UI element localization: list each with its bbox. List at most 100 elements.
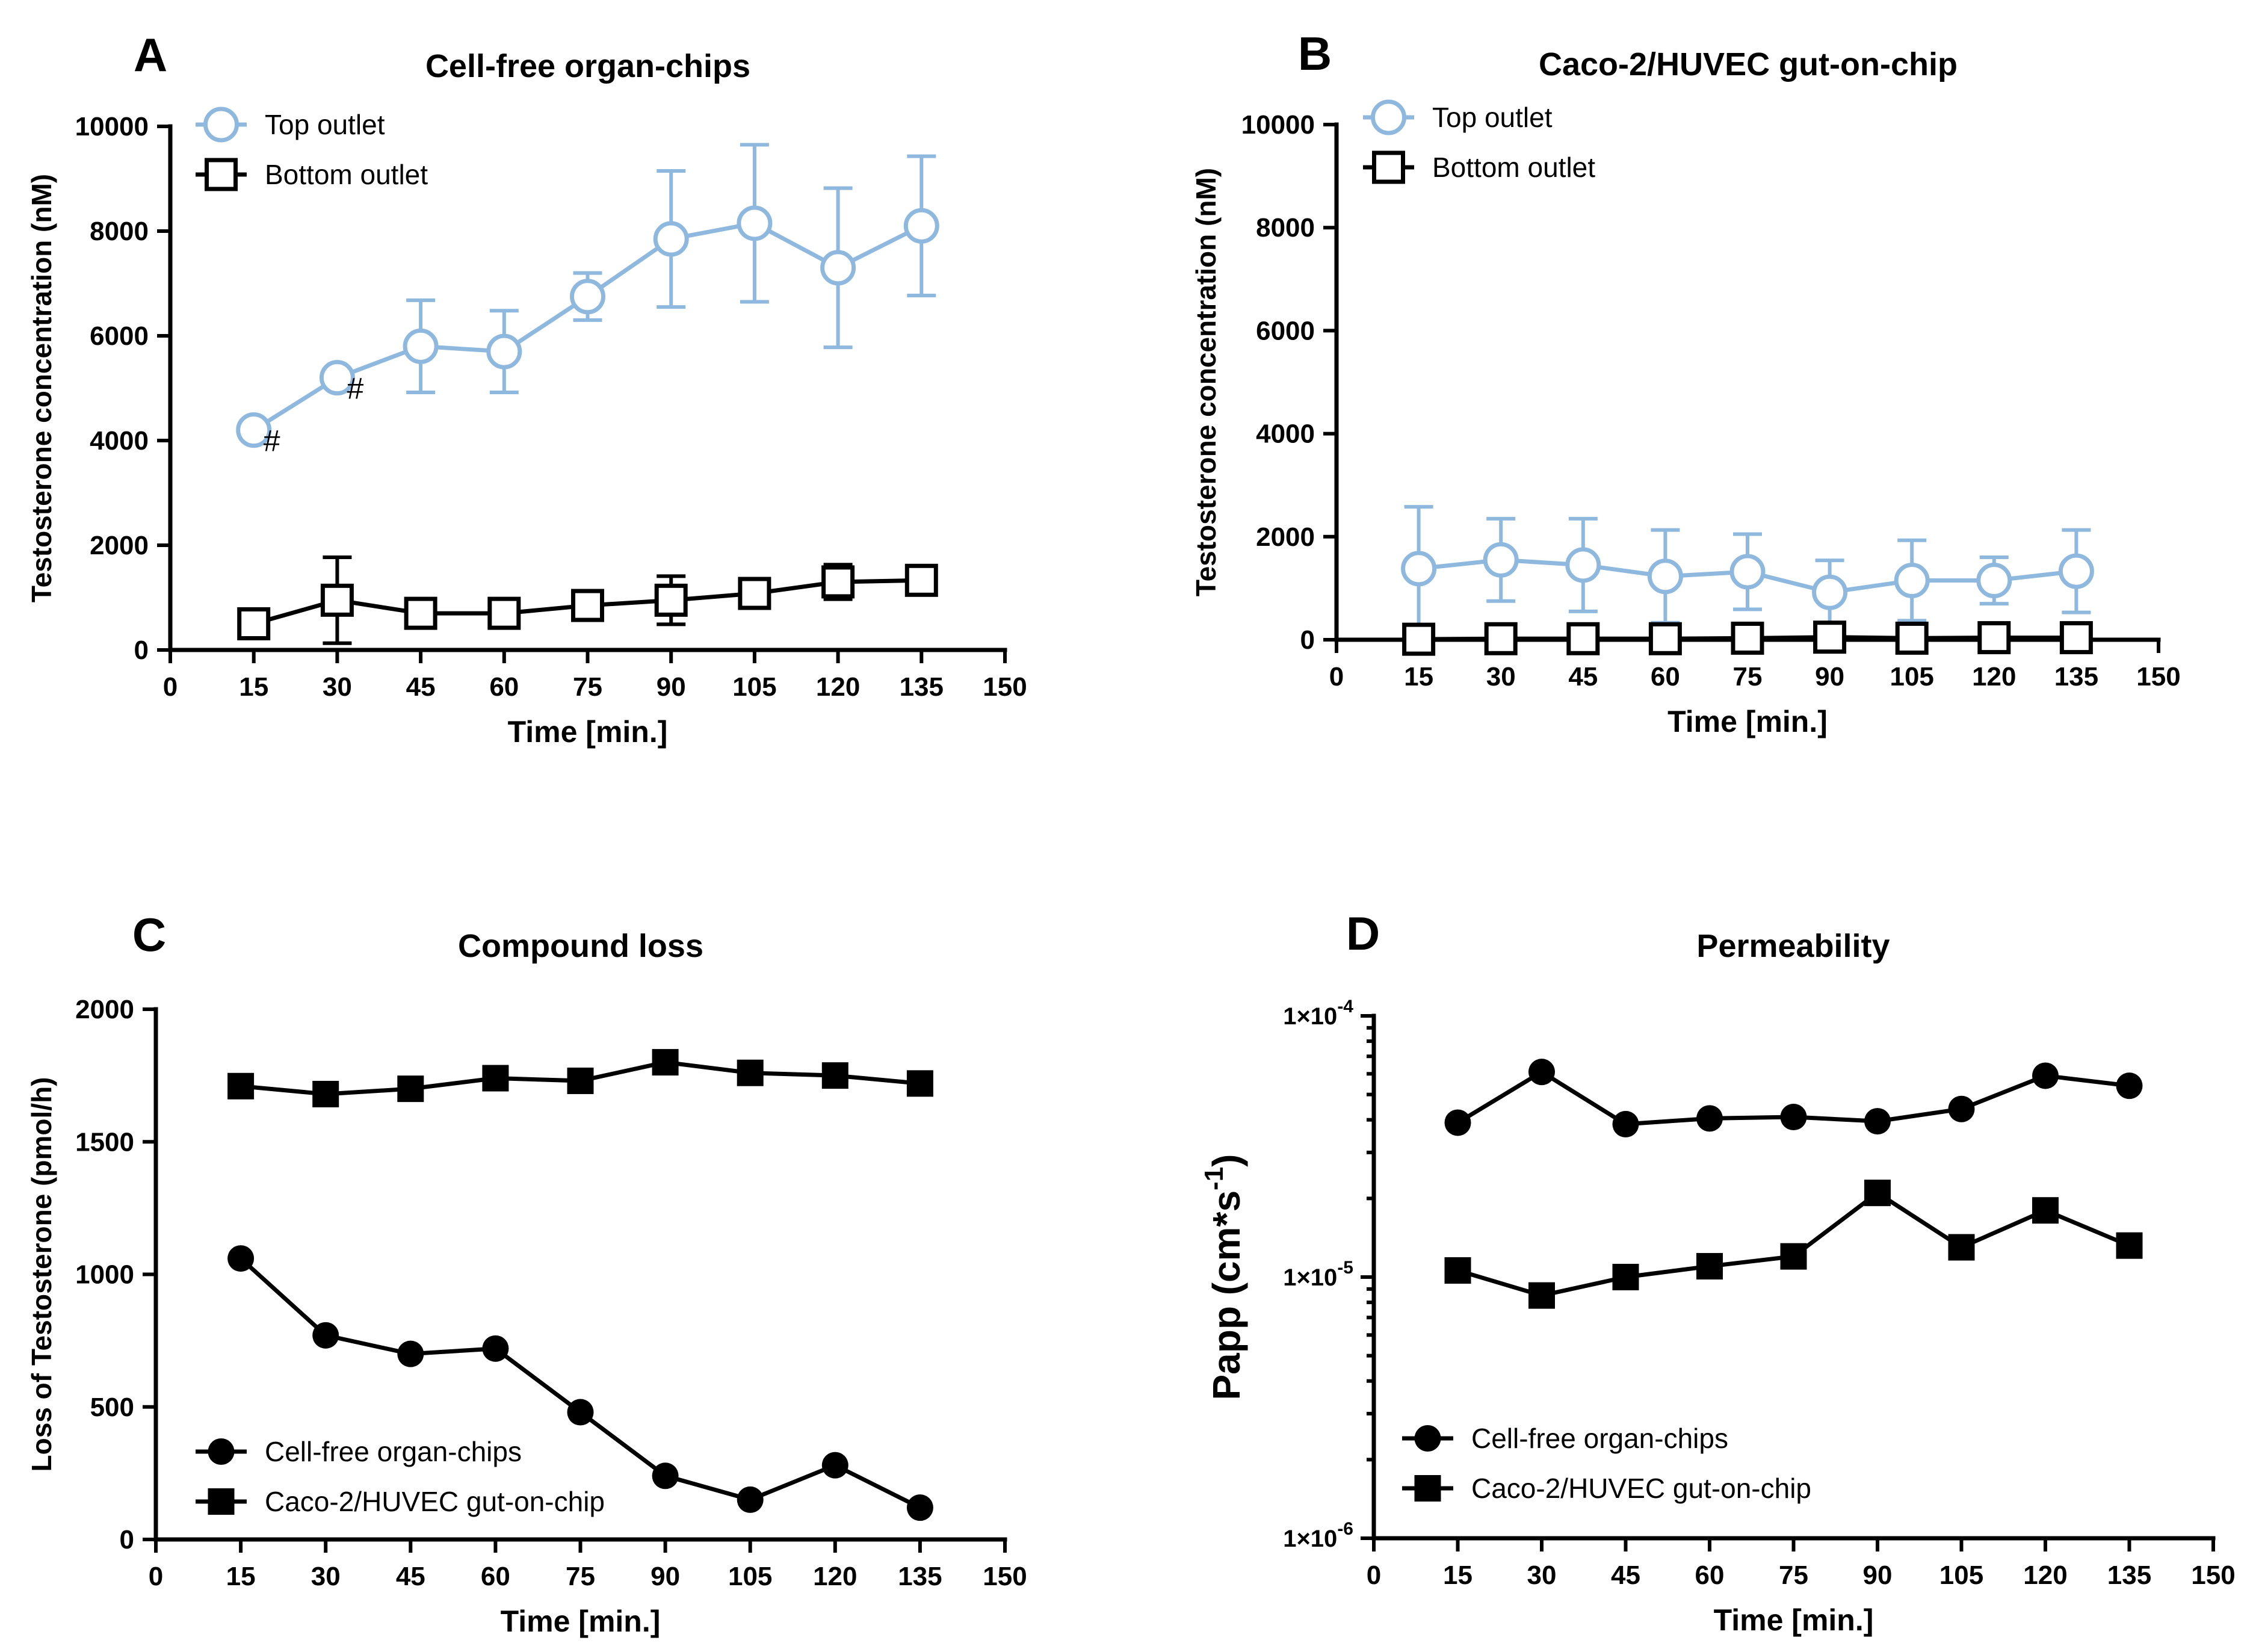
data-point (1864, 1180, 1891, 1207)
legend-marker (203, 107, 239, 143)
y-tick-label: 0 (120, 1525, 134, 1555)
data-point (2032, 1062, 2059, 1089)
data-point (737, 205, 773, 241)
y-tick-base: 1×10 (1283, 1526, 1337, 1552)
data-point (1484, 622, 1518, 655)
series-0 (1401, 505, 2094, 633)
x-tick-label: 150 (2136, 662, 2180, 691)
data-point (236, 412, 272, 448)
y-tick-label: 2000 (90, 531, 149, 560)
data-point (1729, 554, 1766, 590)
data-point (237, 607, 271, 640)
x-tick-label: 45 (1568, 662, 1598, 691)
series-0 (227, 1245, 933, 1521)
x-tick-label: 60 (489, 672, 519, 702)
x-axis-label: Time [min.] (1714, 1603, 1874, 1637)
data-point (904, 563, 938, 597)
x-tick-label: 30 (311, 1562, 341, 1591)
panel-a: A Cell-free organ-chips 0 15 30 45 60 75 90 105 12… (26, 28, 1027, 749)
data-point (1565, 547, 1601, 583)
data-point (653, 221, 689, 257)
data-point (482, 1065, 509, 1092)
y-tick-label: 1500 (75, 1127, 134, 1157)
data-point (1566, 622, 1600, 655)
legend-marker (205, 158, 238, 191)
data-point (1444, 1257, 1471, 1284)
y-axis-label: Testosterone concentration (nM) (26, 174, 57, 602)
data-point (1731, 621, 1764, 655)
data-point (1977, 621, 2011, 655)
x-tick-label: 60 (481, 1562, 510, 1591)
data-point (906, 1070, 933, 1097)
x-tick-label: 15 (1404, 662, 1433, 691)
y-tick-label: 500 (90, 1393, 134, 1422)
chart-title: Permeability (1696, 928, 1890, 964)
data-point (482, 1335, 509, 1362)
x-tick-label: 135 (900, 672, 944, 702)
y-tick-label: 4000 (1256, 419, 1315, 449)
data-point (1648, 622, 1682, 655)
data-point (737, 1486, 764, 1513)
x-tick-label: 150 (983, 1562, 1027, 1591)
chart-title: Compound loss (458, 928, 703, 964)
y-axis-label: Papp (cm*s-1) (1199, 1154, 1248, 1400)
data-point (1780, 1104, 1807, 1131)
y-tick-label: 1000 (75, 1260, 134, 1290)
legend-label: Bottom outlet (1432, 152, 1595, 183)
data-point (1483, 542, 1519, 578)
data-point (319, 360, 355, 396)
x-tick-label: 105 (728, 1562, 772, 1591)
legend-marker (1371, 99, 1406, 135)
x-axis-label: Time [min.] (501, 1604, 661, 1638)
x-tick-label: 60 (1695, 1561, 1725, 1590)
x-tick-label: 15 (239, 672, 268, 702)
x-tick-label: 0 (1329, 662, 1344, 691)
data-point (397, 1340, 424, 1367)
x-tick-label: 105 (732, 672, 776, 702)
legend-label: Caco-2/HUVEC gut-on-chip (265, 1486, 605, 1517)
data-point (570, 279, 605, 315)
data-point (567, 1067, 594, 1094)
data-point (652, 1462, 679, 1490)
x-tick-label: 135 (2107, 1561, 2151, 1590)
x-tick-label: 45 (1611, 1561, 1640, 1590)
data-point (652, 1049, 679, 1076)
series-1 (227, 1049, 933, 1107)
data-point (1647, 558, 1683, 595)
legend-marker (1372, 150, 1405, 184)
y-tick-exp: -6 (1337, 1519, 1353, 1539)
x-tick-label: 120 (816, 672, 860, 702)
data-point (1948, 1234, 1975, 1261)
panel-d: D Permeability 0 15 30 45 60 75 90 105 120 135 150 1×… (1199, 907, 2236, 1637)
series-0 (236, 143, 939, 448)
x-tick-label: 15 (226, 1562, 256, 1591)
data-point (1696, 1105, 1723, 1132)
data-point (1402, 622, 1436, 656)
data-point (1864, 1108, 1891, 1135)
series-line (239, 1257, 921, 1510)
x-tick-label: 0 (149, 1562, 163, 1591)
series-1 (1402, 620, 2093, 656)
x-tick-label: 150 (983, 672, 1027, 702)
x-tick-label: 60 (1651, 662, 1680, 691)
y-axis-label-main: Papp (cm*s (1205, 1190, 1248, 1400)
y-axis-label: Testosterone concentration (nM) (1190, 168, 1222, 596)
x-tick-label: 15 (1443, 1561, 1473, 1590)
y-axis-label-exp: -1 (1199, 1167, 1229, 1190)
y-tick-label: 6000 (1256, 316, 1315, 345)
annotation-hash: # (264, 424, 280, 457)
chart-title: Caco-2/HUVEC gut-on-chip (1539, 46, 1958, 82)
x-tick-label: 120 (813, 1562, 857, 1591)
data-point (486, 333, 522, 370)
x-tick-label: 90 (657, 672, 686, 702)
y-tick-label: 10000 (1241, 110, 1315, 140)
data-point (571, 589, 604, 622)
data-point (1528, 1282, 1555, 1309)
x-axis-label: Time [min.] (508, 715, 668, 749)
series-1 (237, 555, 938, 645)
data-point (2059, 621, 2093, 655)
y-axis-label: Loss of Testosterone (pmol/h) (26, 1077, 57, 1472)
data-point (738, 577, 771, 610)
legend-marker (1414, 1475, 1441, 1502)
